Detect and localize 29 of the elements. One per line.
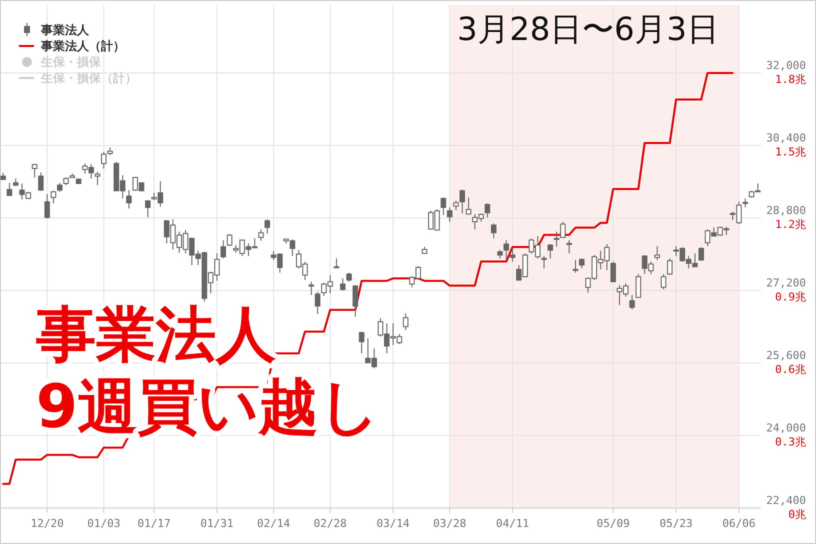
x-tick-label: 01/31 (200, 517, 234, 530)
y2-tick-label: 1.2兆 (775, 218, 806, 231)
y-tick-label: 30,400 (766, 131, 806, 144)
y-tick-label: 27,200 (766, 276, 806, 290)
legend-label: 事業法人 (40, 23, 90, 37)
x-tick-label: 04/11 (496, 517, 530, 530)
x-tick-label: 03/14 (376, 517, 410, 530)
y2-tick-label: 0兆 (788, 508, 806, 521)
y-tick-label: 32,000 (766, 58, 806, 72)
chart-title: 3月28日〜6月3日 (457, 10, 719, 48)
y2-tick-label: 1.5兆 (775, 145, 806, 158)
x-tick-label: 01/03 (87, 517, 120, 530)
y2-tick-label: 1.8兆 (775, 72, 806, 86)
x-tick-label: 06/06 (722, 517, 756, 530)
y2-tick-label: 0.3兆 (775, 435, 806, 448)
y2-tick-label: 0.9兆 (775, 290, 806, 304)
y-tick-label: 24,000 (766, 421, 806, 434)
x-tick-label: 02/14 (257, 517, 291, 530)
x-tick-label: 05/23 (660, 517, 693, 530)
x-tick-label: 03/28 (433, 517, 466, 530)
x-tick-label: 05/09 (596, 517, 630, 530)
y2-tick-label: 0.6兆 (775, 362, 806, 376)
x-tick-label: 02/28 (314, 517, 347, 530)
legend-label: 事業法人（計） (40, 39, 125, 53)
x-tick-label: 12/20 (30, 517, 64, 530)
x-tick-label: 01/17 (138, 517, 171, 530)
y-tick-label: 25,600 (766, 348, 806, 362)
y-tick-label: 28,800 (766, 204, 806, 217)
y-tick-label: 22,400 (766, 494, 806, 507)
